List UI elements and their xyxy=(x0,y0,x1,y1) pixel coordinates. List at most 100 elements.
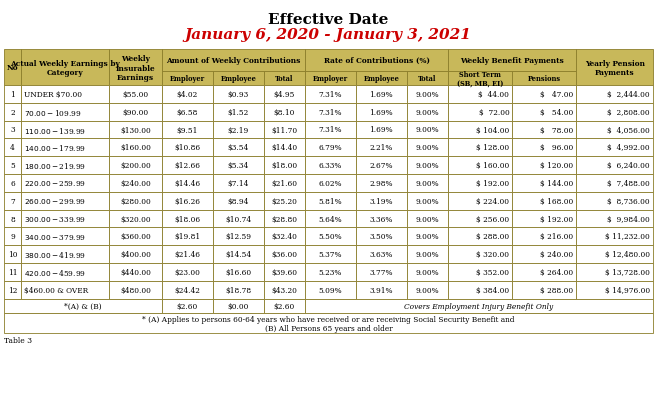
Bar xyxy=(356,263,407,281)
Bar xyxy=(21,156,109,174)
Bar xyxy=(263,138,305,156)
Text: $  6,240.00: $ 6,240.00 xyxy=(607,162,650,170)
Text: 9.00%: 9.00% xyxy=(416,251,440,259)
Bar xyxy=(576,103,653,121)
Text: $200.00: $200.00 xyxy=(120,162,150,170)
Text: $ 240.00: $ 240.00 xyxy=(540,251,574,259)
Text: UNDER $70.00: UNDER $70.00 xyxy=(24,91,82,99)
Text: $70.00 - $109.99: $70.00 - $109.99 xyxy=(24,108,81,118)
Text: $ 288.00: $ 288.00 xyxy=(540,287,574,295)
Text: $   96.00: $ 96.00 xyxy=(540,144,574,152)
Text: 1.69%: 1.69% xyxy=(369,91,393,99)
Bar xyxy=(356,71,407,85)
Text: Pensions: Pensions xyxy=(528,75,561,83)
Text: $36.00: $36.00 xyxy=(271,251,298,259)
Bar xyxy=(576,228,653,245)
Text: 5.23%: 5.23% xyxy=(319,269,342,277)
Bar xyxy=(162,192,213,209)
Text: $ 128.00: $ 128.00 xyxy=(476,144,509,152)
Bar xyxy=(213,209,263,228)
Bar xyxy=(109,156,162,174)
Bar xyxy=(576,209,653,228)
Text: Weekly Benefit Payments: Weekly Benefit Payments xyxy=(461,57,564,65)
Text: $ 168.00: $ 168.00 xyxy=(540,198,574,206)
Text: Table 3: Table 3 xyxy=(4,336,32,345)
Text: $14.40: $14.40 xyxy=(271,144,298,152)
Text: 9.00%: 9.00% xyxy=(416,144,440,152)
Bar xyxy=(356,138,407,156)
Bar xyxy=(356,103,407,121)
Text: $2.60: $2.60 xyxy=(177,303,198,310)
Text: No: No xyxy=(7,64,18,72)
Bar xyxy=(512,103,576,121)
Text: 9.00%: 9.00% xyxy=(416,180,440,188)
Bar xyxy=(263,174,305,192)
Bar xyxy=(407,245,448,263)
Text: $8.10: $8.10 xyxy=(273,109,295,117)
Text: $90.00: $90.00 xyxy=(122,109,148,117)
Bar xyxy=(162,71,213,85)
Text: 10: 10 xyxy=(8,251,17,259)
Text: $0.00: $0.00 xyxy=(227,303,249,310)
Bar xyxy=(213,245,263,263)
Text: 9.00%: 9.00% xyxy=(416,233,440,241)
Text: 5.64%: 5.64% xyxy=(319,215,342,224)
Text: 5.09%: 5.09% xyxy=(319,287,342,295)
Text: $23.00: $23.00 xyxy=(174,269,200,277)
Text: 7.31%: 7.31% xyxy=(319,127,342,134)
Text: $ 288.00: $ 288.00 xyxy=(476,233,509,241)
Text: $43.20: $43.20 xyxy=(271,287,297,295)
Text: $  2,444.00: $ 2,444.00 xyxy=(607,91,650,99)
Text: 9.00%: 9.00% xyxy=(416,287,440,295)
Bar xyxy=(21,192,109,209)
Text: 5.50%: 5.50% xyxy=(319,233,342,241)
Text: $ 192.00: $ 192.00 xyxy=(540,215,574,224)
Text: $7.14: $7.14 xyxy=(227,180,249,188)
Bar xyxy=(448,228,512,245)
Text: $8.94: $8.94 xyxy=(227,198,249,206)
Text: $14.46: $14.46 xyxy=(174,180,200,188)
Bar xyxy=(109,121,162,138)
Text: 1: 1 xyxy=(11,91,15,99)
Bar xyxy=(21,121,109,138)
Text: $160.00: $160.00 xyxy=(120,144,151,152)
Text: $12.59: $12.59 xyxy=(225,233,251,241)
Bar xyxy=(263,228,305,245)
Bar xyxy=(576,121,653,138)
Text: 9.00%: 9.00% xyxy=(416,109,440,117)
Text: Total: Total xyxy=(275,75,294,83)
Bar xyxy=(576,263,653,281)
Bar xyxy=(213,121,263,138)
Bar xyxy=(448,156,512,174)
Text: $39.60: $39.60 xyxy=(271,269,298,277)
Bar xyxy=(213,228,263,245)
Text: 5.81%: 5.81% xyxy=(319,198,342,206)
Bar xyxy=(576,156,653,174)
Bar xyxy=(356,192,407,209)
Text: Covers Employment Injury Benefit Only: Covers Employment Injury Benefit Only xyxy=(405,303,554,310)
Bar xyxy=(576,138,653,156)
Bar xyxy=(109,174,162,192)
Bar xyxy=(576,85,653,103)
Text: $   54.00: $ 54.00 xyxy=(540,109,574,117)
Bar xyxy=(263,245,305,263)
Text: 3.36%: 3.36% xyxy=(370,215,393,224)
Bar xyxy=(109,228,162,245)
Bar xyxy=(576,49,653,85)
Bar xyxy=(21,174,109,192)
Bar xyxy=(305,263,356,281)
Text: $300.00 - $339.99: $300.00 - $339.99 xyxy=(24,215,87,224)
Text: $11.70: $11.70 xyxy=(271,127,298,134)
Bar xyxy=(356,85,407,103)
Text: $ 192.00: $ 192.00 xyxy=(476,180,509,188)
Bar xyxy=(448,85,512,103)
Text: 9.00%: 9.00% xyxy=(416,269,440,277)
Bar xyxy=(109,85,162,103)
Bar xyxy=(21,85,109,103)
Bar xyxy=(512,192,576,209)
Bar xyxy=(407,209,448,228)
Text: $240.00: $240.00 xyxy=(120,180,150,188)
Text: 1.69%: 1.69% xyxy=(369,109,393,117)
Bar xyxy=(512,121,576,138)
Text: $3.54: $3.54 xyxy=(227,144,249,152)
